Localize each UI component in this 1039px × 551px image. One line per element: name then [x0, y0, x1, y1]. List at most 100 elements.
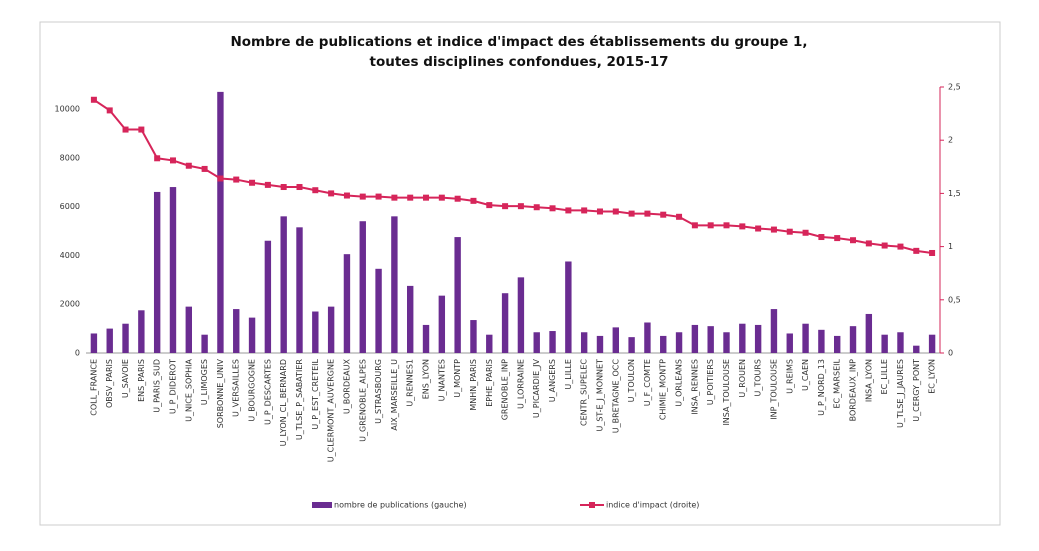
x-tick-label: EC_MARSEIL [833, 358, 842, 408]
line-marker [565, 207, 572, 214]
bar [691, 324, 699, 353]
bar [834, 335, 841, 353]
line-marker [865, 240, 872, 247]
bar [612, 327, 619, 353]
bar [928, 334, 936, 353]
line-marker [929, 249, 936, 256]
line-marker [786, 228, 793, 235]
legend-label: indice d'impact (droite) [606, 501, 699, 510]
line-marker [169, 157, 176, 164]
bar [343, 254, 351, 353]
line-marker [913, 247, 920, 254]
line-marker [739, 223, 746, 230]
bar [169, 187, 177, 353]
line-marker [628, 210, 635, 217]
x-tick-label: U_TLSE_P_SABATIER [295, 359, 304, 440]
x-tick-label: U_GRENOBLE_ALPES [358, 359, 367, 442]
line-marker [122, 126, 129, 133]
bar [644, 322, 651, 353]
x-tick-label: U_STRASBOURG [374, 359, 383, 424]
y2-tick-label: 0,5 [948, 295, 961, 304]
line-marker [391, 194, 398, 201]
bar [138, 310, 145, 353]
x-tick-label: U_CERGY_PONT [912, 359, 921, 422]
line-marker [486, 202, 493, 209]
line-marker [723, 222, 730, 229]
bar [865, 313, 873, 353]
x-tick-label: U_P_DIDEROT [168, 359, 177, 414]
bar [754, 324, 762, 353]
x-tick-label: U_LIMOGES [200, 359, 209, 405]
x-tick-label: INSA_LYON [864, 359, 873, 402]
x-tick-label: U_PARIS_SUD [153, 359, 162, 413]
bar [280, 216, 287, 353]
y2-tick-label: 1 [948, 242, 953, 251]
bar [628, 337, 635, 353]
bar [470, 320, 477, 353]
legend-swatch [312, 502, 332, 508]
line-marker [581, 207, 588, 214]
line-marker [454, 195, 461, 202]
line-marker [233, 176, 240, 183]
x-tick-label: EC_LYON [928, 359, 937, 394]
x-tick-label: U_POITIERS [706, 359, 715, 405]
x-tick-label: AIX_MARSEILLE_U [390, 359, 399, 431]
bar [327, 306, 335, 353]
bar [533, 332, 540, 353]
line-marker [296, 184, 303, 191]
line-marker [612, 208, 619, 215]
bar [770, 309, 778, 353]
x-tick-label: CHIMIE_MONTP [659, 359, 668, 420]
bar [802, 323, 809, 353]
bar [707, 326, 714, 353]
line-marker [691, 222, 698, 229]
x-tick-label: BORDEAUX_INP [849, 359, 858, 422]
y2-tick-label: 2,5 [948, 83, 961, 92]
bar [153, 191, 161, 353]
line-marker [407, 194, 414, 201]
line-marker [217, 175, 224, 182]
line-marker [249, 179, 256, 186]
y-tick-label: 10000 [55, 104, 80, 113]
x-tick-label: INSA_RENNES [690, 359, 699, 415]
bar [359, 221, 366, 353]
bar [122, 323, 129, 353]
x-tick-label: U_REIMS [785, 359, 794, 394]
line-marker [707, 222, 714, 229]
bar [90, 333, 98, 353]
chart-frame [39, 21, 1001, 526]
line-marker [533, 204, 540, 211]
line-marker [850, 237, 857, 244]
line-marker [755, 225, 762, 232]
bar [185, 306, 192, 353]
bar [486, 334, 493, 353]
line-marker [375, 193, 382, 200]
x-tick-label: U_NANTES [437, 359, 446, 401]
line-marker [881, 242, 888, 249]
bar [438, 295, 446, 353]
line-marker [185, 162, 192, 169]
bar [660, 335, 667, 353]
bar [233, 309, 240, 353]
x-tick-label: INSA_TOULOUSE [722, 359, 731, 426]
line-marker [676, 213, 683, 220]
x-tick-label: U_ANGERS [548, 359, 557, 402]
x-tick-label: U_VERSAILLES [232, 359, 241, 417]
bar [312, 311, 319, 353]
x-tick-label: ENS_LYON [422, 359, 431, 399]
bar [454, 237, 461, 353]
x-tick-label: COLL_FRANCE [89, 359, 98, 416]
x-tick-label: EC_LILLE [880, 359, 889, 394]
line-marker [264, 181, 271, 188]
bar [217, 91, 224, 353]
x-tick-label: U_P_NORD_13 [817, 359, 826, 416]
bar [407, 285, 414, 353]
x-tick-label: CENTR_SUPELEC [580, 359, 589, 426]
line-marker [343, 192, 350, 199]
bar [201, 334, 208, 353]
chart-title: Nombre de publications et indice d'impac… [230, 34, 807, 50]
bar [897, 332, 904, 353]
line-marker [359, 193, 366, 200]
x-tick-label: U_P_DESCARTES [263, 359, 272, 425]
